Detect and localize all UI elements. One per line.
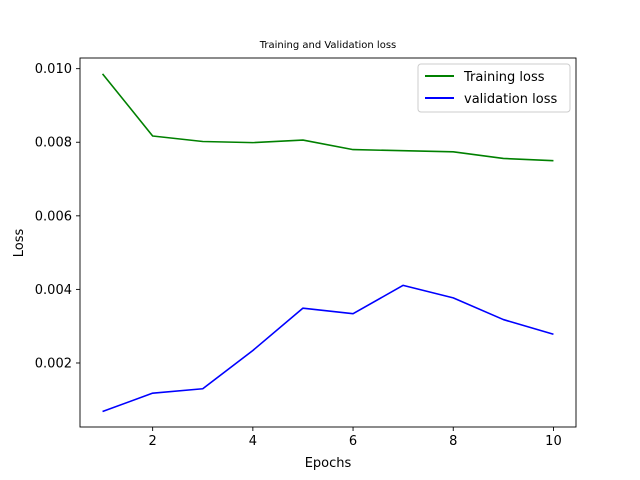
y-axis-label: Loss (12, 229, 27, 258)
y-tick-label: 0.004 (35, 283, 72, 298)
chart-title: Training and Validation loss (259, 40, 397, 51)
x-tick-label: 8 (449, 434, 457, 449)
legend: Training loss validation loss (417, 63, 571, 113)
x-axis-label: Epochs (305, 456, 352, 471)
x-tick-label: 10 (545, 434, 562, 449)
y-tick-label: 0.010 (35, 62, 72, 77)
legend-label-validation: validation loss (464, 92, 557, 107)
plot-frame (79, 57, 577, 428)
x-axis-ticks: 2 4 6 8 10 (149, 427, 562, 449)
x-tick-label: 4 (249, 434, 257, 449)
y-tick-label: 0.008 (35, 136, 72, 151)
legend-box (417, 63, 571, 113)
y-axis-ticks: 0.002 0.004 0.006 0.008 0.010 (35, 62, 80, 371)
series-line-1 (102, 284, 554, 413)
series-layer (101, 73, 554, 413)
y-tick-label: 0.002 (35, 356, 72, 371)
x-tick-label: 6 (349, 434, 357, 449)
y-tick-label: 0.006 (35, 209, 72, 224)
legend-label-training: Training loss (463, 70, 545, 85)
series-line-0 (101, 73, 554, 162)
x-tick-label: 2 (149, 434, 157, 449)
